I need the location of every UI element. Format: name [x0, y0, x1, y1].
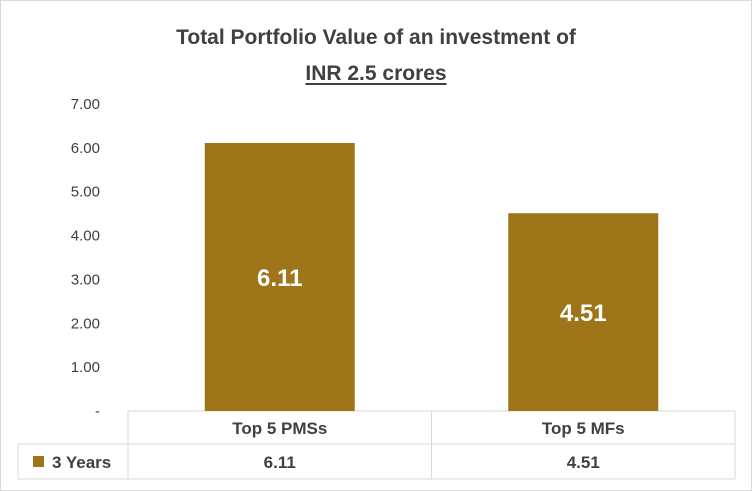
table-value: 4.51 — [567, 453, 600, 472]
chart-title: Total Portfolio Value of an investment o… — [176, 26, 576, 49]
y-tick-label: 1.00 — [71, 359, 100, 376]
y-tick-label: - — [95, 403, 100, 420]
bar — [204, 143, 355, 412]
y-tick-label: 6.00 — [71, 140, 100, 157]
data-label: 6.11 — [257, 265, 302, 292]
legend-series-name: 3 Years — [52, 453, 111, 472]
x-category-label: Top 5 MFs — [542, 419, 625, 438]
legend-key — [33, 456, 44, 467]
chart-subtitle-text: INR 2.5 crores — [305, 62, 447, 85]
y-tick-label: 3.00 — [71, 271, 100, 288]
data-label: 4.51 — [560, 300, 607, 327]
bar — [508, 213, 659, 411]
chart-subtitle: INR 2.5 crores — [0, 62, 752, 86]
y-tick-label: 5.00 — [71, 184, 100, 201]
table-value: 6.11 — [264, 453, 296, 472]
y-tick-label: 7.00 — [71, 96, 100, 113]
y-tick-label: 2.00 — [71, 315, 100, 332]
y-tick-label: 4.00 — [71, 228, 100, 245]
x-category-label: Top 5 PMSs — [232, 419, 327, 438]
